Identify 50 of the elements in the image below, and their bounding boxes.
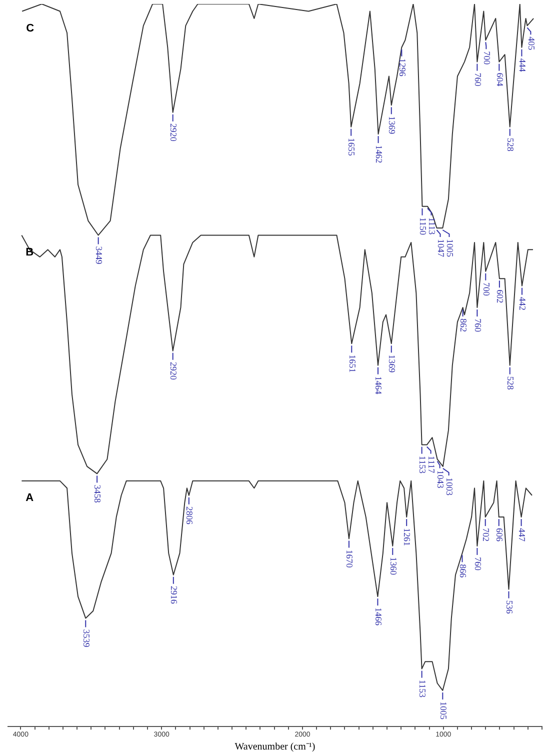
series-label: C [26, 22, 34, 34]
annotation: 3539 [81, 629, 92, 648]
annotation: 760 [472, 72, 483, 87]
annotation: 536 [504, 600, 514, 614]
annotation: 700 [482, 51, 492, 66]
annotation: 1670 [344, 550, 355, 568]
annotation: 1153 [417, 456, 428, 474]
annotation: 1153 [417, 680, 428, 698]
series-label: A [26, 492, 34, 504]
annotation: 862 [458, 318, 468, 332]
annotation: 760 [472, 556, 483, 571]
annotation: 1369 [387, 116, 398, 135]
annotation: 1150 [418, 217, 428, 236]
annotation: 2920 [168, 123, 178, 142]
annotation: 447 [516, 528, 527, 542]
annotation: 604 [494, 72, 505, 87]
annotation: 702 [481, 528, 491, 542]
annotation: 444 [517, 58, 528, 72]
annotation: 528 [506, 138, 516, 152]
annotation: 1043 [435, 470, 446, 489]
annotation: 1117 [426, 456, 436, 474]
annotation: 1047 [436, 239, 446, 258]
x-axis-title: Wavenumber (cm⁻¹) [234, 742, 316, 753]
series-label: B [26, 246, 34, 258]
annotation: 1655 [346, 138, 357, 156]
annotation: 866 [458, 564, 468, 578]
annotation: 1369 [387, 354, 398, 374]
annotation: 606 [494, 528, 505, 542]
annotation: 1296 [397, 58, 408, 77]
annotation: 1462 [374, 145, 384, 164]
annotation: 1360 [388, 556, 398, 576]
annotation: 1651 [347, 354, 358, 373]
annotation: 3449 [94, 246, 104, 265]
annotation: 1003 [444, 477, 454, 496]
annotation: 2806 [184, 506, 195, 525]
annotation: 760 [472, 318, 483, 332]
annotation: 1005 [438, 701, 448, 720]
annotation: 2916 [169, 586, 180, 604]
annotation: 528 [506, 376, 516, 390]
annotation: 1261 [402, 528, 412, 546]
annotation: 1005 [444, 239, 455, 258]
annotation: 405 [526, 36, 536, 51]
annotation: 602 [495, 290, 506, 304]
annotation: 1113 [426, 217, 437, 236]
annotation: 2920 [168, 362, 178, 380]
annotation: 1464 [374, 376, 384, 395]
annotation: 700 [481, 282, 492, 296]
annotation: 1466 [373, 608, 384, 626]
annotation: 3458 [92, 484, 103, 504]
annotation: 442 [518, 296, 528, 310]
